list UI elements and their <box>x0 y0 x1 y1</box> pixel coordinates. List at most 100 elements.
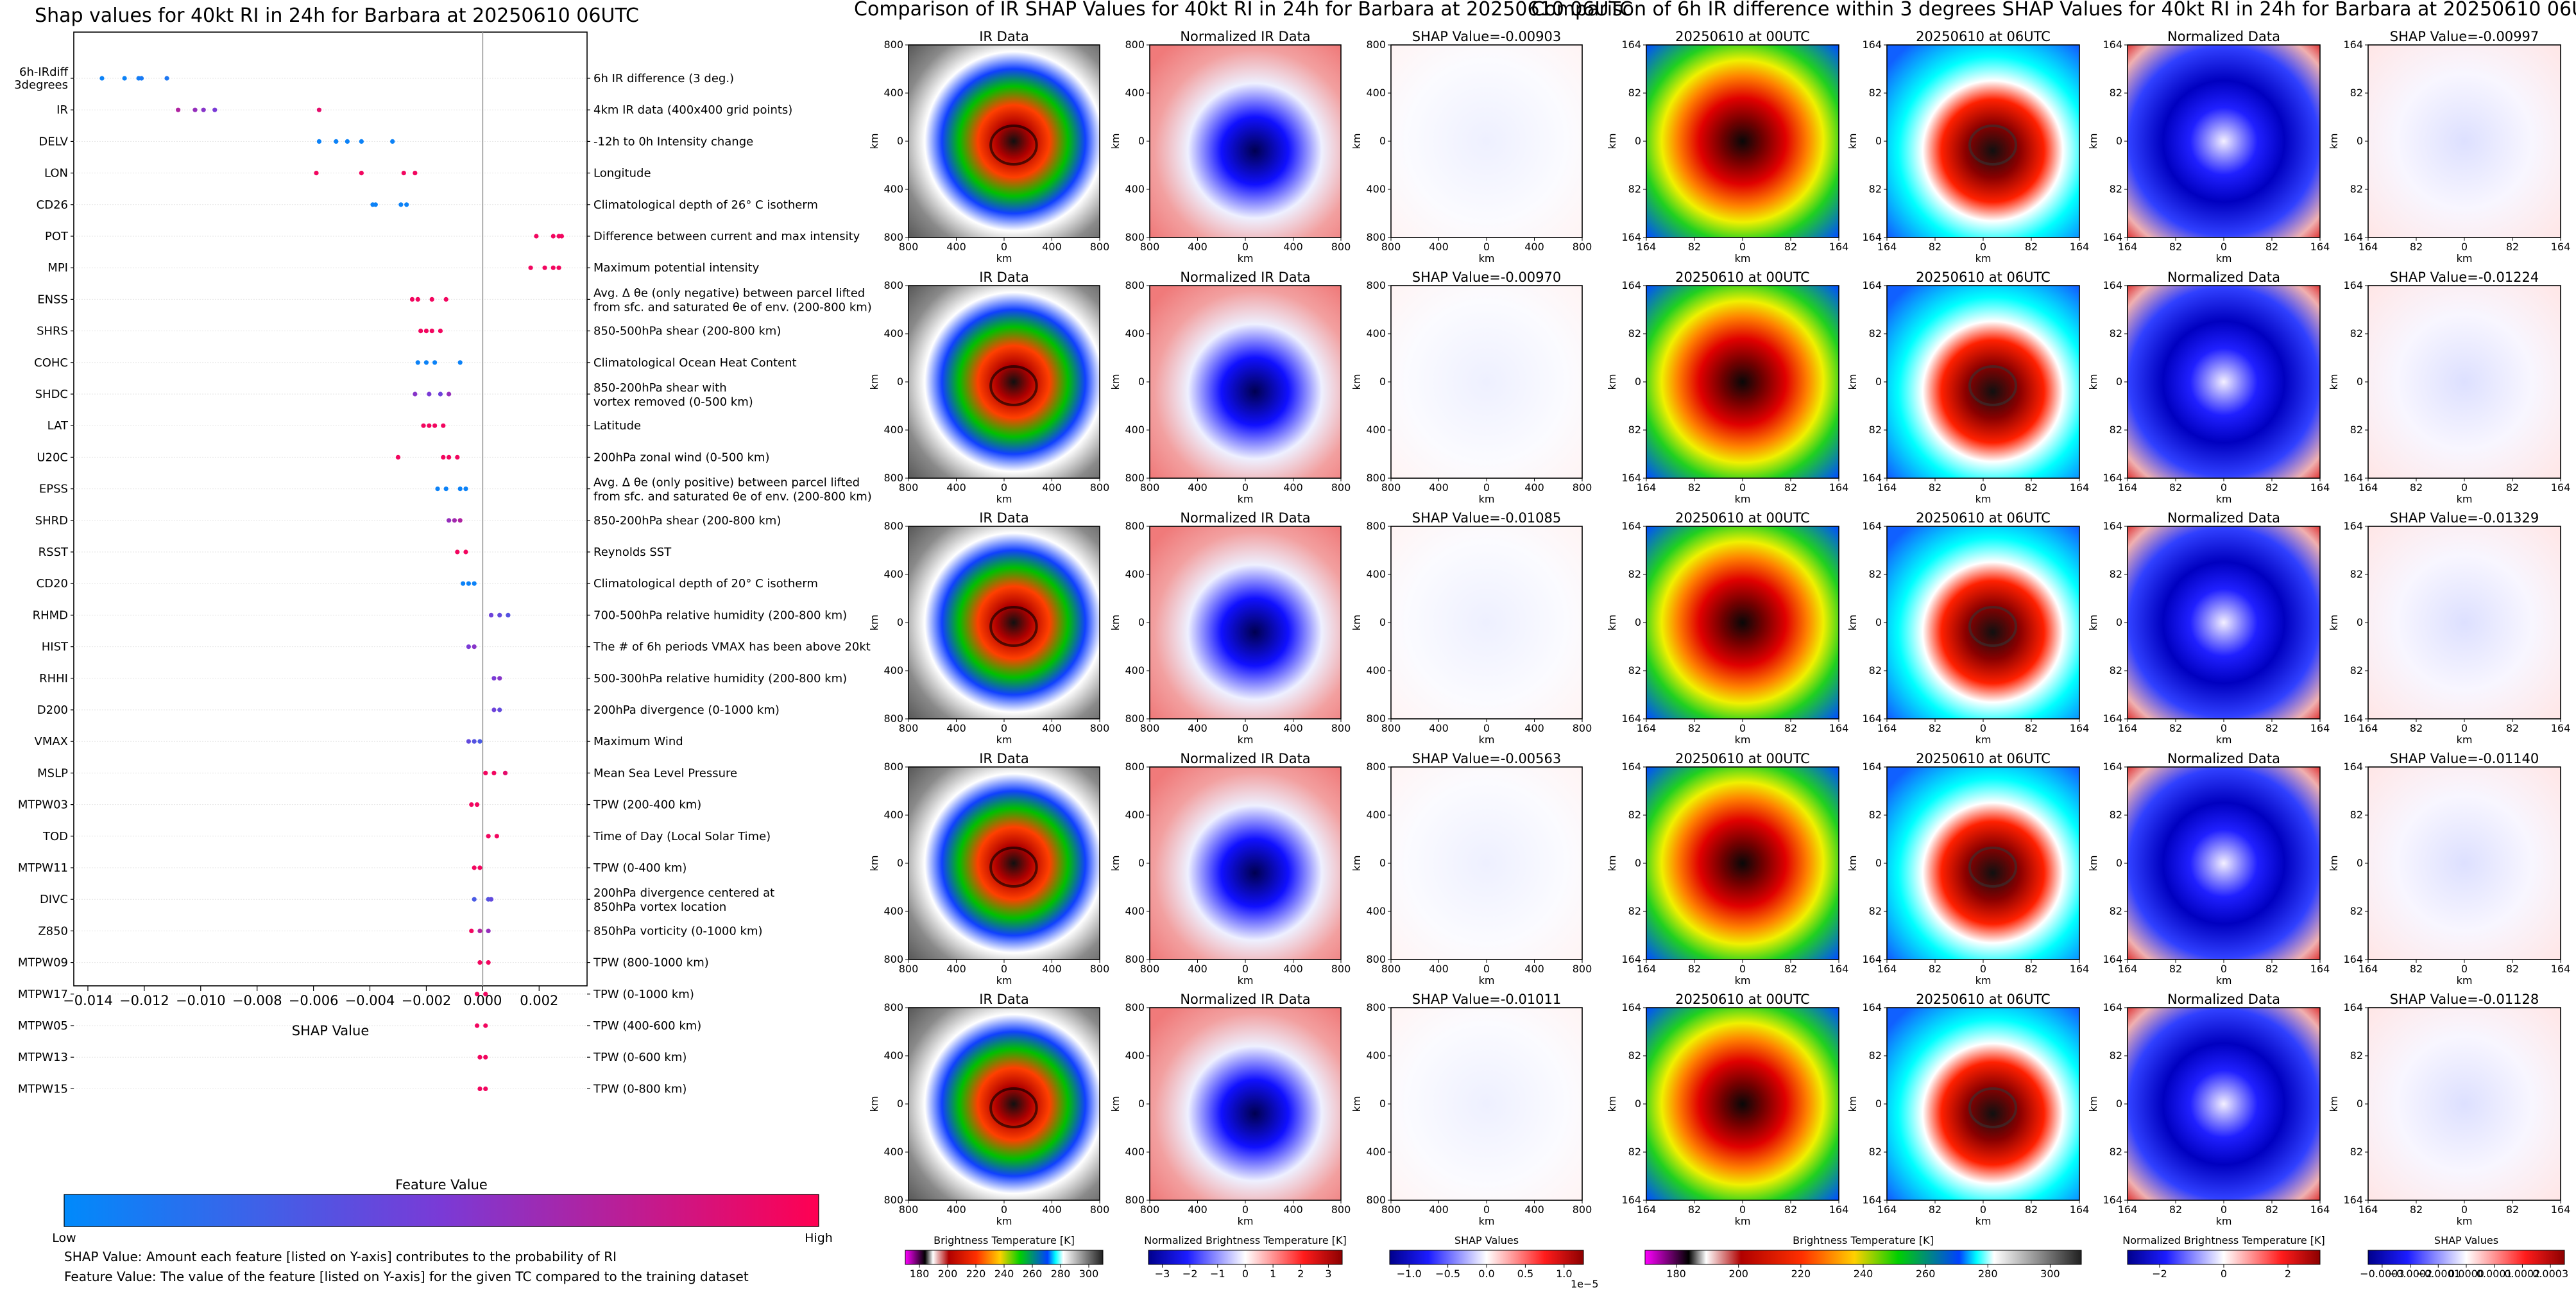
feature-desc: 850-200hPa shear (200-800 km) <box>593 514 781 528</box>
feature-name: VMAX <box>35 735 69 748</box>
y-tick-label: 800 <box>883 520 903 532</box>
x-tick-label: 400 <box>1524 481 1544 494</box>
feature-value-title: Feature Value <box>395 1177 488 1193</box>
x-tick-label: 400 <box>1283 481 1303 494</box>
shap-point <box>488 897 494 902</box>
y-tick-label: 800 <box>1366 712 1386 725</box>
shap-point <box>432 423 438 428</box>
y-tick-label: 0 <box>1635 375 1641 388</box>
y-axis-label: km <box>2328 1096 2340 1112</box>
diff-shap-panel: SHAP Value=-0.01224 164 82 0 82 164 km 164 82 0 82… <box>2328 270 2570 505</box>
feature-row: CD26 Climatological depth of 26° C isothe… <box>37 198 818 212</box>
x-tick-label: 82 <box>2169 722 2182 734</box>
x-tick-label: 164 <box>1637 722 1657 734</box>
x-tick-label: 800 <box>1090 963 1110 975</box>
x-tick-label: 400 <box>1283 241 1303 253</box>
shap-point <box>472 865 477 870</box>
y-tick-label: 0 <box>897 375 903 388</box>
shap-point <box>477 960 482 965</box>
x-axis-label: km <box>1975 252 1992 264</box>
y-axis-label: km <box>1109 374 1122 390</box>
feature-name: RHMD <box>33 608 68 622</box>
y-axis-label: km <box>1109 1096 1122 1112</box>
x-tick-label: 164 <box>2358 1203 2378 1216</box>
x-axis-label: km <box>2457 252 2473 264</box>
colorbar-tick-label: 0.0001 <box>2477 1268 2512 1280</box>
x-tick-label: 82 <box>2506 722 2519 734</box>
y-tick-label: 0 <box>1138 1098 1145 1110</box>
x-tick-label: 0 <box>1242 481 1249 494</box>
x-tick-label: 800 <box>1140 963 1160 975</box>
ir-data-image <box>908 1008 1100 1200</box>
feature-desc: The # of 6h periods VMAX has been above … <box>593 641 871 654</box>
feature-name: TOD <box>42 830 68 843</box>
x-tick-label: 0 <box>1001 1203 1007 1216</box>
shap-point <box>488 612 494 618</box>
y-tick-label: 0 <box>1635 135 1641 147</box>
diff-comparison-block: Comparison of 6h IR difference within 3 … <box>1531 0 2576 1280</box>
y-tick-label: 0 <box>2116 135 2122 147</box>
ir-data-panel: IR Data 800 400 0 400 800 km 800 400 0 400 800 km <box>868 510 1109 746</box>
x-tick-label: −0.014 <box>63 993 113 1008</box>
y-tick-label: 400 <box>883 905 903 917</box>
x-tick-label: 400 <box>1429 241 1449 253</box>
x-tick-label: 0 <box>1483 963 1490 975</box>
feature-desc: 4km IR data (400x400 grid points) <box>593 103 792 117</box>
y-tick-label: 164 <box>2343 520 2363 532</box>
shap-point <box>334 139 339 144</box>
shap-point <box>460 581 466 586</box>
y-tick-label: 400 <box>883 1146 903 1158</box>
shap-point <box>201 107 206 112</box>
ir-06utc-image <box>1887 526 2079 719</box>
x-tick-label: 164 <box>2310 481 2330 494</box>
y-tick-label: 0 <box>1138 857 1145 869</box>
x-tick-label: 400 <box>1429 963 1449 975</box>
x-tick-label: 164 <box>2310 963 2330 975</box>
colorbar-title: Brightness Temperature [K] <box>934 1234 1075 1246</box>
colorbar-gradient <box>1148 1250 1343 1265</box>
y-tick-label: 164 <box>1862 472 1882 484</box>
x-tick-label: 164 <box>2310 722 2330 734</box>
y-tick-label: 82 <box>2350 905 2363 917</box>
panel-title: IR Data <box>979 270 1029 285</box>
y-tick-label: 82 <box>2350 568 2363 580</box>
y-tick-label: 800 <box>1125 39 1145 51</box>
y-tick-label: 800 <box>883 953 903 965</box>
panel-title: Normalized IR Data <box>1180 751 1310 766</box>
shap-point <box>429 297 434 302</box>
x-tick-label: 82 <box>2025 1203 2038 1216</box>
y-tick-label: 400 <box>883 1049 903 1062</box>
feature-desc: Mean Sea Level Pressure <box>593 766 737 780</box>
colorbar-tick-label: 300 <box>2040 1268 2060 1280</box>
y-tick-label: 400 <box>1366 183 1386 195</box>
shap-point <box>316 139 322 144</box>
x-tick-label: 164 <box>1637 1203 1657 1216</box>
x-tick-label: 164 <box>1877 1203 1897 1216</box>
y-tick-label: 0 <box>2116 857 2122 869</box>
y-tick-label: 0 <box>2116 616 2122 628</box>
feature-name: HIST <box>42 641 69 654</box>
y-tick-label: 164 <box>1621 472 1641 484</box>
shap-point <box>494 834 499 839</box>
colorbar-high-label: High <box>805 1231 833 1245</box>
y-tick-label: 82 <box>2110 1146 2122 1158</box>
x-axis-label: km <box>2216 1215 2232 1227</box>
ir-data-panel: IR Data 800 400 0 400 800 km 800 400 0 400 800 km <box>868 270 1109 505</box>
y-tick-label: 400 <box>883 183 903 195</box>
feature-desc-line2: from sfc. and saturated θe of env. (200-… <box>593 300 872 314</box>
feature-name: LON <box>44 167 68 180</box>
feature-row: LAT Latitude <box>47 419 641 433</box>
x-tick-label: 800 <box>1573 722 1592 734</box>
y-tick-label: 400 <box>1366 1049 1386 1062</box>
x-tick-label: 82 <box>1688 1203 1701 1216</box>
y-tick-label: 0 <box>2357 1098 2363 1110</box>
feature-row: SHRS 850-500hPa shear (200-800 km) <box>37 325 781 338</box>
x-tick-label: 82 <box>1784 722 1797 734</box>
x-tick-label: 82 <box>1688 241 1701 253</box>
x-tick-label: 800 <box>899 963 919 975</box>
feature-name: MTPW05 <box>18 1019 68 1033</box>
y-axis-label: km <box>868 856 880 872</box>
diff-shap-image <box>2368 45 2561 237</box>
x-tick-label: 164 <box>2551 1203 2571 1216</box>
x-tick-label: 164 <box>2118 963 2138 975</box>
